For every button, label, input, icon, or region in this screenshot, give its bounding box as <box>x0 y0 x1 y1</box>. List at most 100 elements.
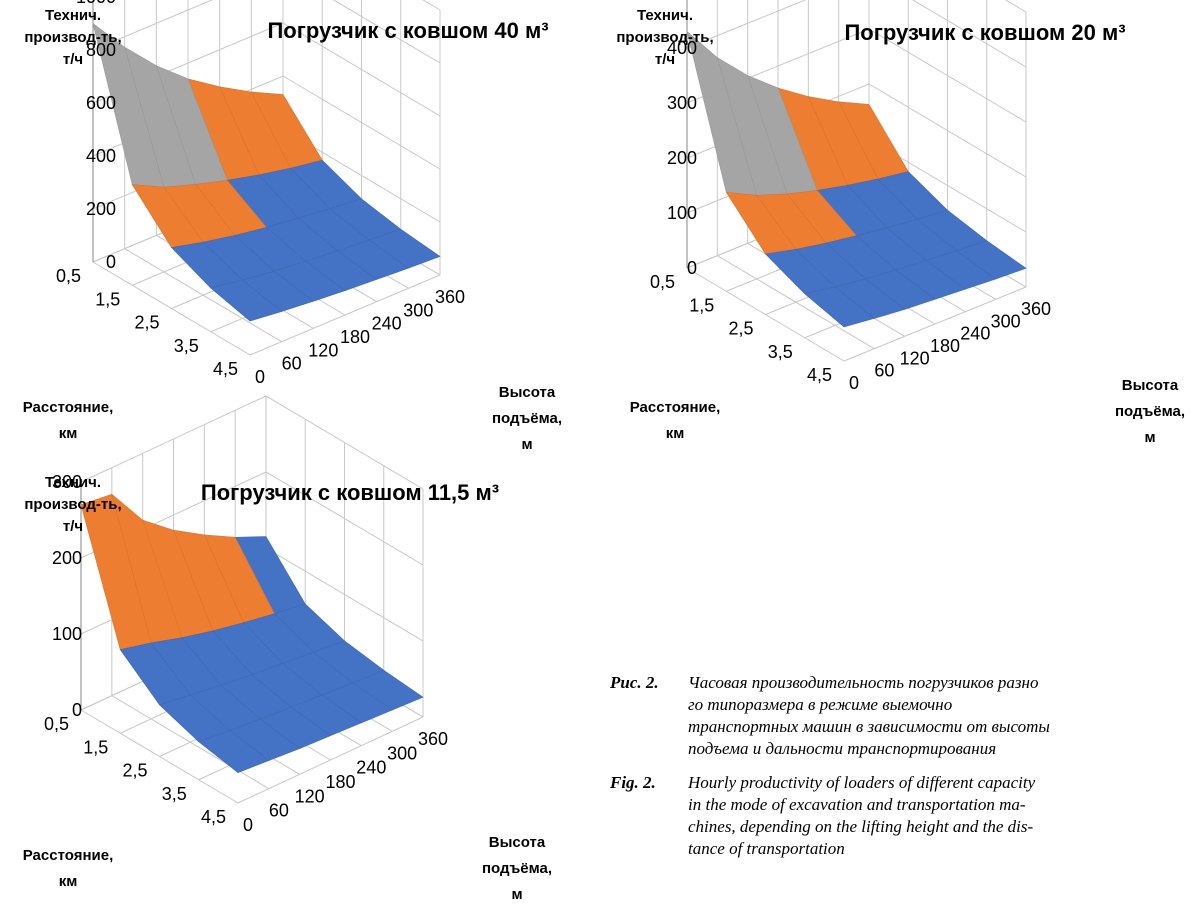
z-tick-label: 100 <box>52 624 82 644</box>
chart-title: Погрузчик с ковшом 40 м³ <box>267 18 548 43</box>
z-tick-label: 200 <box>667 148 697 168</box>
y-tick-label: 0,5 <box>650 272 675 292</box>
x-tick-label: 360 <box>418 729 448 749</box>
figure-caption: Рис. 2. Часовая производительность погру… <box>610 672 1196 872</box>
caption-en-line: Hourly productivity of loaders of differ… <box>688 773 1036 792</box>
z-axis-title-line: т/ч <box>655 51 675 68</box>
x-axis-title-line: подъёма, <box>492 410 562 427</box>
x-axis-title-line: м <box>511 886 522 903</box>
x-tick-label: 60 <box>874 361 894 381</box>
x-tick-label: 0 <box>849 373 859 393</box>
surface-cell <box>210 279 283 322</box>
z-tick-label: 200 <box>86 199 116 219</box>
caption-ru-line: го типоразмера в режиме выемочно <box>688 695 953 714</box>
x-axis-title-line: подъёма, <box>1115 403 1185 420</box>
z-tick-label: 0 <box>72 700 82 720</box>
x-tick-label: 60 <box>282 354 302 374</box>
y-tick-label: 1,5 <box>83 737 108 757</box>
caption-ru-line: подъема и дальности транспортирования <box>688 739 997 758</box>
y-tick-label: 0,5 <box>56 266 81 286</box>
caption-en: Fig. 2. Hourly productivity of loaders o… <box>610 772 1196 860</box>
caption-en-text: Hourly productivity of loaders of differ… <box>688 772 1196 860</box>
chart-title: Погрузчик с ковшом 11,5 м³ <box>201 480 499 505</box>
x-tick-label: 360 <box>435 287 465 307</box>
x-axis-title-line: Высота <box>489 834 546 851</box>
z-axis-title-line: производ-ть, <box>616 29 713 46</box>
z-axis-title-line: производ-ть, <box>24 496 121 513</box>
surface-chart-3: 01002003000601201802403003600,51,52,53,5… <box>23 395 552 903</box>
z-axis-title-line: Технич. <box>45 474 101 491</box>
surface-chart-2: 01002003004005000601201802403003600,51,5… <box>616 0 1185 446</box>
x-tick-label: 300 <box>991 311 1021 331</box>
x-axis-title-line: м <box>521 436 532 453</box>
surface-mesh <box>92 22 441 322</box>
y-axis-title-line: Расстояние, <box>23 847 114 864</box>
x-tick-label: 240 <box>356 758 386 778</box>
z-axis-title-line: Технич. <box>45 7 101 24</box>
y-tick-label: 2,5 <box>728 319 753 339</box>
y-tick-label: 1,5 <box>689 295 714 315</box>
caption-en-line: tance of transportation <box>688 839 845 858</box>
z-tick-label: 100 <box>667 203 697 223</box>
x-axis-title-line: Высота <box>499 384 556 401</box>
x-axis-title-line: м <box>1144 429 1155 446</box>
surface-mesh <box>80 493 424 773</box>
x-tick-label: 180 <box>340 327 370 347</box>
y-tick-label: 2,5 <box>134 313 159 333</box>
y-tick-label: 1,5 <box>95 289 120 309</box>
caption-en-label: Fig. 2. <box>610 773 656 792</box>
x-tick-label: 240 <box>372 314 402 334</box>
x-tick-label: 0 <box>255 367 265 387</box>
y-axis-title-line: км <box>666 425 685 442</box>
surface-mesh <box>686 30 1027 328</box>
y-tick-label: 3,5 <box>768 342 793 362</box>
z-tick-label: 300 <box>667 93 697 113</box>
caption-ru: Рис. 2. Часовая производительность погру… <box>610 672 1196 760</box>
z-tick-label: 300 <box>52 472 82 492</box>
caption-ru-label: Рис. 2. <box>610 673 659 692</box>
x-axis-title-line: подъёма, <box>482 860 552 877</box>
x-tick-label: 120 <box>295 786 325 806</box>
z-tick-label: 400 <box>86 146 116 166</box>
x-tick-label: 0 <box>243 815 253 835</box>
caption-ru-line: транспортных машин в зависимости от высо… <box>688 717 1050 736</box>
z-tick-label: 500 <box>667 0 697 3</box>
caption-ru-text: Часовая производительность погрузчиков р… <box>688 672 1196 760</box>
z-axis-title-line: производ-ть, <box>24 29 121 46</box>
y-axis-title-line: км <box>59 873 78 890</box>
z-axis-title-line: Технич. <box>637 7 693 24</box>
x-tick-label: 300 <box>403 300 433 320</box>
z-tick-label: 0 <box>687 258 697 278</box>
x-tick-label: 360 <box>1021 299 1051 319</box>
y-tick-label: 4,5 <box>213 359 238 379</box>
y-axis-title-line: Расстояние, <box>630 399 721 416</box>
y-axis-title-line: км <box>59 425 78 442</box>
x-tick-label: 120 <box>308 340 338 360</box>
caption-en-line: chines, depending on the lifting height … <box>688 817 1034 836</box>
y-tick-label: 4,5 <box>807 365 832 385</box>
caption-en-line: in the mode of excavation and transporta… <box>688 795 1026 814</box>
z-tick-label: 600 <box>86 93 116 113</box>
chart-title: Погрузчик с ковшом 20 м³ <box>844 20 1125 45</box>
surface-cell <box>804 286 875 328</box>
x-tick-label: 240 <box>960 324 990 344</box>
axis-ticks: 01002003000601201802403003600,51,52,53,5… <box>44 472 448 835</box>
surface-cell <box>198 730 270 773</box>
x-tick-label: 180 <box>325 772 355 792</box>
z-axis-title-line: т/ч <box>63 51 83 68</box>
x-axis-title-line: Высота <box>1122 377 1179 394</box>
y-tick-label: 4,5 <box>201 807 226 827</box>
z-tick-label: 1000 <box>76 0 116 7</box>
y-tick-label: 3,5 <box>174 336 199 356</box>
z-tick-label: 200 <box>52 548 82 568</box>
x-tick-label: 300 <box>387 743 417 763</box>
y-tick-label: 0,5 <box>44 714 69 734</box>
z-axis-title-line: т/ч <box>63 518 83 535</box>
y-tick-label: 3,5 <box>162 784 187 804</box>
caption-ru-line: Часовая производительность погрузчиков р… <box>688 673 1039 692</box>
z-tick-label: 800 <box>86 40 116 60</box>
z-tick-label: 0 <box>106 252 116 272</box>
